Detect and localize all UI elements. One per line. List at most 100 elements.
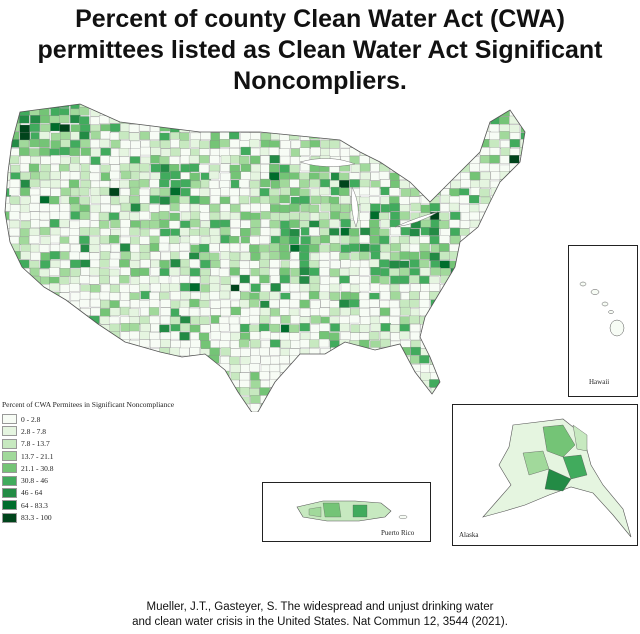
county-cell xyxy=(49,282,60,292)
county-cell xyxy=(358,282,370,292)
county-cell xyxy=(459,154,470,164)
county-cell xyxy=(319,323,330,332)
county-cell xyxy=(550,92,560,99)
county-cell xyxy=(260,218,272,228)
county-cell xyxy=(90,187,101,196)
county-cell xyxy=(179,242,190,252)
legend-swatch xyxy=(2,451,17,462)
county-cell xyxy=(189,235,201,244)
county-cell xyxy=(509,180,520,189)
county-cell xyxy=(570,237,580,245)
county-cell xyxy=(419,147,430,156)
county-cell xyxy=(490,300,501,309)
county-cell xyxy=(9,107,20,116)
county-cell xyxy=(541,107,551,115)
county-cell xyxy=(289,179,300,188)
county-cell xyxy=(499,243,510,252)
county-cell xyxy=(480,308,491,317)
county-cell xyxy=(539,172,549,180)
county-cell xyxy=(149,356,161,366)
county-cell xyxy=(551,252,561,260)
county-cell xyxy=(150,371,161,380)
county-cell xyxy=(320,299,331,308)
county-cell xyxy=(480,171,491,181)
county-cell xyxy=(320,92,330,99)
county-cell xyxy=(440,194,451,204)
county-cell xyxy=(329,93,339,101)
county-cell xyxy=(19,332,30,342)
county-cell xyxy=(270,404,281,412)
county-cell xyxy=(410,364,421,373)
county-cell xyxy=(490,92,500,100)
county-cell xyxy=(149,131,160,140)
county-cell xyxy=(358,292,370,301)
county-cell xyxy=(560,180,570,188)
county-cell xyxy=(390,115,401,124)
legend-swatch xyxy=(2,487,17,498)
county-cell xyxy=(50,260,61,269)
county-cell xyxy=(570,163,580,171)
alaska-map xyxy=(482,418,632,538)
county-cell xyxy=(109,235,120,244)
county-cell xyxy=(5,107,10,116)
county-cell xyxy=(220,307,231,317)
county-cell xyxy=(589,205,599,213)
county-cell xyxy=(5,275,10,284)
county-cell xyxy=(89,164,100,173)
county-cell xyxy=(80,180,91,189)
county-cell xyxy=(9,275,20,284)
great-lakes-superior xyxy=(299,158,356,167)
county-cell xyxy=(230,387,241,396)
county-cell xyxy=(269,114,280,124)
county-cell xyxy=(239,260,250,270)
county-cell xyxy=(240,228,251,237)
county-cell xyxy=(120,348,132,357)
county-cell xyxy=(609,164,619,172)
county-cell xyxy=(220,203,231,213)
county-cell xyxy=(510,364,521,373)
county-cell xyxy=(260,211,271,220)
county-cell xyxy=(109,347,120,356)
county-cell xyxy=(199,155,210,164)
county-cell xyxy=(160,315,171,325)
county-cell xyxy=(60,332,71,341)
county-cell xyxy=(510,203,521,213)
county-cell xyxy=(318,212,330,221)
county-cell xyxy=(419,180,431,189)
county-cell xyxy=(541,253,551,261)
county-cell xyxy=(229,252,240,261)
county-cell xyxy=(139,307,151,317)
county-cell xyxy=(550,292,560,300)
county-cell xyxy=(539,156,549,164)
county-cell xyxy=(459,348,470,358)
county-cell xyxy=(338,115,350,125)
county-cell xyxy=(480,235,491,245)
county-cell xyxy=(460,104,471,109)
county-cell xyxy=(209,283,220,292)
county-cell xyxy=(379,251,391,261)
county-cell xyxy=(19,356,30,366)
county-cell xyxy=(90,116,101,126)
county-cell xyxy=(409,323,421,333)
county-cell xyxy=(510,104,521,108)
county-cell xyxy=(260,410,271,412)
county-cell xyxy=(100,155,111,164)
legend-label: 0 - 2.8 xyxy=(21,414,41,424)
county-cell xyxy=(518,172,525,181)
county-cell xyxy=(19,363,30,373)
county-cell xyxy=(140,115,151,124)
county-cell xyxy=(530,372,540,380)
county-cell xyxy=(40,363,51,372)
county-cell xyxy=(130,276,142,285)
county-cell xyxy=(219,139,230,148)
county-cell xyxy=(140,259,151,268)
county-cell xyxy=(70,355,82,364)
county-cell xyxy=(570,179,580,187)
county-cell xyxy=(128,308,140,317)
county-cell xyxy=(581,204,591,212)
county-cell xyxy=(449,219,460,228)
county-cell xyxy=(359,324,370,333)
county-cell xyxy=(510,347,521,356)
county-cell xyxy=(580,196,590,204)
county-cell xyxy=(220,172,231,182)
